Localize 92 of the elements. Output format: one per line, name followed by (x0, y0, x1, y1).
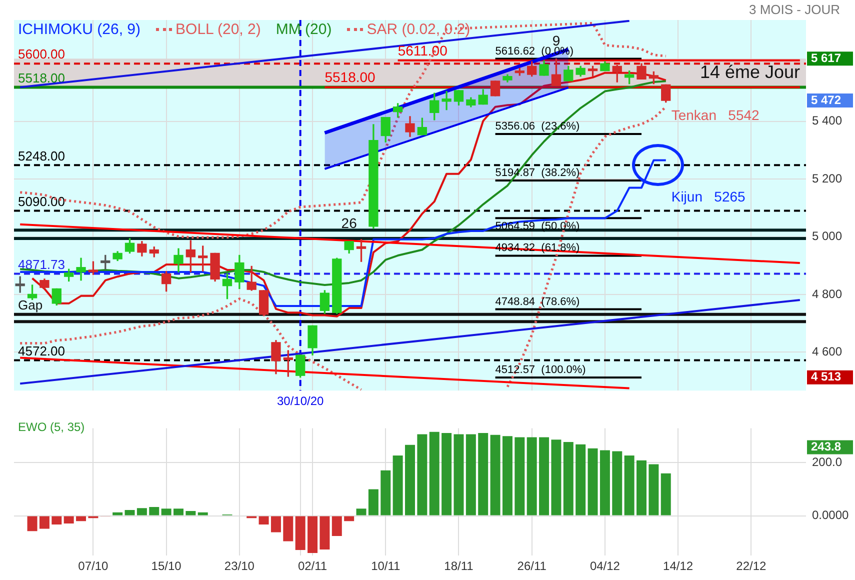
bar (526, 437, 537, 516)
line-series (18, 22, 668, 239)
bar (588, 448, 598, 516)
bar (27, 516, 38, 532)
bar (490, 434, 500, 516)
text: 243.8 (811, 440, 842, 454)
text: EWO (5, 35) (18, 420, 85, 434)
line-series (18, 298, 363, 391)
y-tick-label: 5 000 (812, 229, 842, 244)
ref-line-label: 5518.00 (18, 70, 65, 86)
bar (478, 432, 488, 516)
bar (270, 516, 281, 532)
y-tick-label: 4 800 (812, 286, 842, 301)
y-tick-label: 200.0 (812, 455, 842, 470)
ref-line-label: 5600.00 (18, 46, 65, 62)
y2-tick-label: 4 513 (811, 370, 842, 384)
y2-tick-label: 5 617 (811, 50, 842, 65)
x-tick-label: 26/11 (517, 559, 547, 574)
x-tick-label: 02/11 (298, 559, 328, 574)
bar (320, 516, 330, 550)
annotation: Kijun 5265 (671, 188, 746, 204)
bar (466, 434, 476, 516)
ref-line-label: 5090.00 (18, 194, 65, 209)
bar (576, 444, 586, 516)
x-tick-label: 07/10 (78, 559, 109, 574)
x-tick-label: 18/11 (444, 559, 474, 574)
y-tick-label: 4 600 (812, 344, 842, 359)
bar (112, 512, 123, 516)
x-tick-label: 22/12 (736, 559, 767, 574)
text: 26 (341, 215, 357, 232)
bar (198, 512, 208, 516)
bar (136, 508, 147, 516)
y-tick-label: 0.0000 (812, 508, 850, 522)
ref-line-label: 4871.73 (18, 256, 65, 272)
series-label: 4512.57 (100.0%) (495, 364, 586, 376)
bar (52, 516, 62, 525)
bar (442, 432, 452, 516)
bar (636, 460, 647, 516)
bar (502, 436, 512, 516)
bar (344, 516, 354, 522)
text: ICHIMOKU (26, 9) (18, 21, 141, 38)
x-tick-label: 14/12 (663, 559, 694, 574)
bar (283, 516, 294, 542)
y-tick-label: 5 400 (812, 114, 842, 128)
bar (380, 470, 391, 516)
x-tick-label: 15/10 (151, 559, 182, 574)
series-label: 4748.84 (78.6%) (495, 296, 580, 308)
bar (648, 464, 659, 516)
bar (454, 434, 464, 516)
bar (417, 434, 428, 516)
text: MM (20) (276, 21, 332, 38)
bar (332, 516, 342, 536)
ref-line-label: 4572.00 (18, 343, 65, 358)
bar (624, 456, 634, 516)
bar (563, 442, 574, 516)
bar (149, 507, 160, 516)
bar (660, 473, 671, 516)
y-tick-label: 5 200 (812, 171, 842, 186)
y2-tick-label: 5 472 (811, 92, 842, 107)
bar (514, 437, 525, 516)
bar (612, 451, 622, 516)
bar (295, 516, 306, 550)
chart-title: 3 MOIS - JOUR (748, 2, 840, 17)
bar (392, 456, 403, 516)
band-label: 14 éme Jour (700, 62, 800, 82)
x-tick-label: 23/10 (224, 559, 255, 574)
bar (405, 444, 415, 516)
bar (539, 437, 550, 516)
bar (600, 450, 610, 516)
bar (308, 516, 318, 553)
ref-line-label: Gap (18, 297, 43, 312)
x-tick-label: 10/11 (371, 559, 401, 574)
bar (356, 508, 366, 516)
candlestick (442, 90, 452, 110)
bar (161, 508, 172, 516)
ref-line-label: 5248.00 (18, 148, 65, 164)
bar (551, 440, 562, 516)
annotation: Tenkan 5542 (671, 106, 760, 123)
series-label: 5611.00 (398, 42, 448, 58)
legend-label: BOLL (20, 2) (174, 21, 261, 38)
bar (186, 511, 196, 516)
bar (124, 510, 135, 516)
x-tick-label: 04/12 (590, 559, 620, 574)
bar (39, 516, 50, 529)
bar (76, 516, 86, 522)
bar (64, 516, 74, 524)
x-tick-label: 30/10/20 (276, 394, 324, 408)
bar (429, 432, 440, 516)
bar (258, 516, 269, 525)
bar (173, 508, 184, 516)
series-label: 5518.00 (324, 69, 376, 86)
bar (368, 489, 378, 516)
